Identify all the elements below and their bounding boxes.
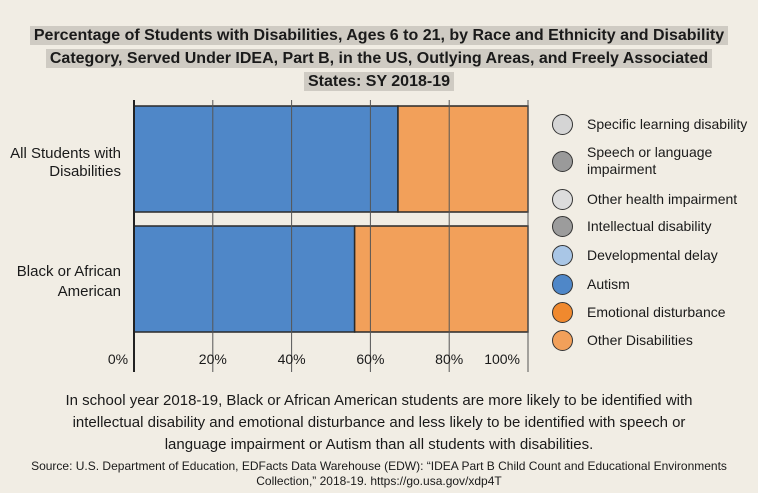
legend-item-developmental-delay: Developmental delay [552,245,757,266]
bar-black-or-african-american-other-disabilities [353,225,529,333]
legend-label: Other health impairment [587,191,738,207]
legend-label: Speech or language impairment [587,144,713,177]
chart-caption: In school year 2018-19, Black or African… [65,392,693,453]
bar-all-students-with-disabilities-other-disabilities [397,105,529,213]
source-note: Source: U.S. Department of Education, ED… [31,459,727,488]
x-tick-label: 60% [356,351,384,367]
legend-item-other-disabilities: Other Disabilities [552,330,757,351]
legend-item-emotional-disturbance: Emotional disturbance [552,302,757,323]
legend-swatch-icon [552,189,573,210]
legend-item-autism: Autism [552,274,757,295]
bars-group [133,105,529,333]
x-axis-ticks-group: 0% 20% 40% 60% 80% 100% [108,351,520,367]
legend-item-other-health-impairment: Other health impairment [552,189,757,210]
x-tick-label: 0% [108,351,128,367]
gridlines-group [133,100,529,372]
legend-label: Developmental delay [587,247,718,263]
x-tick-label: 100% [484,351,520,367]
category-label-black-or-african-american: Black or African American [17,263,121,300]
legend-swatch-icon [552,150,573,172]
legend-label: Other Disabilities [587,332,693,348]
legend-label: Autism [587,276,630,292]
legend-label: Emotional disturbance [587,304,726,320]
category-labels-group: All Students with Disabilities Black or Af… [10,145,121,300]
legend-swatch-icon [552,216,573,237]
chart-title: Percentage of Students with Disabilities… [20,24,738,93]
x-tick-label: 80% [435,351,463,367]
legend-item-specific-learning-disability: Specific learning disability [552,114,757,135]
legend-item-speech-or-language-impairment: Speech or language impairment [552,144,757,178]
legend-swatch-icon [552,245,573,266]
x-tick-label: 20% [199,351,227,367]
category-label-all-students-with-disabilities: All Students with Disabilities [10,145,121,180]
legend-label: Intellectual disability [587,218,712,234]
legend-item-intellectual-disability: Intellectual disability [552,216,757,237]
legend-label: Specific learning disability [587,116,748,132]
legend-swatch-icon [552,330,573,351]
bar-black-or-african-american-autism [133,225,356,333]
x-tick-label: 40% [278,351,306,367]
legend-swatch-icon [552,274,573,295]
bar-all-students-with-disabilities-autism [133,105,399,213]
legend-swatch-icon [552,114,573,135]
legend-swatch-icon [552,302,573,323]
